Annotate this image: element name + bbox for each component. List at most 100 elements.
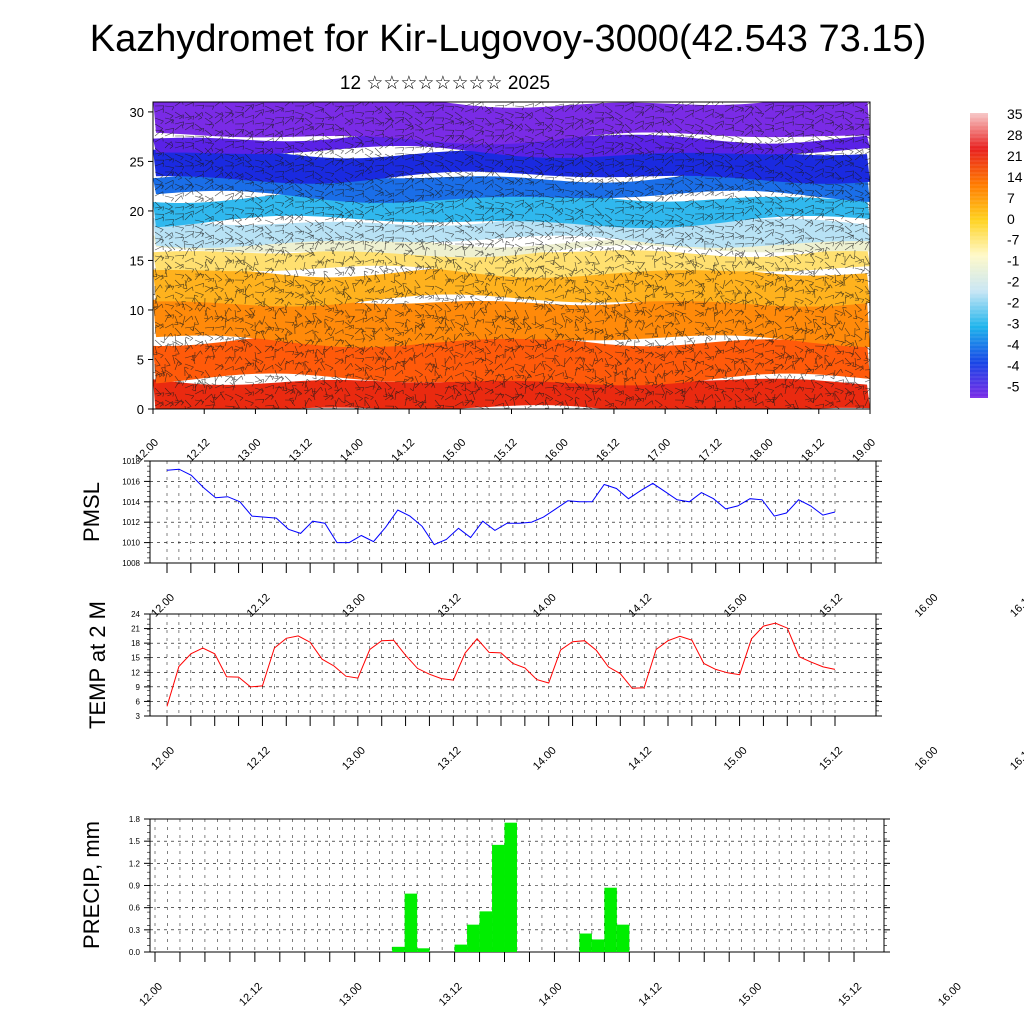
wind-barb	[324, 183, 335, 185]
wind-barb-tick	[581, 136, 584, 141]
wind-barb	[844, 126, 854, 131]
wind-barb	[384, 261, 388, 271]
wind-barb	[639, 261, 646, 270]
wind-barb-tick	[849, 254, 853, 259]
wind-barb	[224, 195, 233, 203]
wind-barb-tick	[448, 219, 453, 222]
wind-barb	[724, 135, 734, 140]
wind-barb-tick	[257, 274, 262, 277]
wind-barb	[694, 291, 704, 295]
wind-barb-tick	[830, 115, 834, 119]
wind-barb-tick	[712, 161, 714, 166]
wind-barb	[394, 273, 396, 283]
wind-barb	[634, 229, 644, 233]
wind-barb	[204, 285, 214, 290]
wind-barb	[154, 231, 163, 238]
wind-barb	[194, 208, 203, 215]
wind-barb-tick	[722, 236, 725, 241]
wind-barb-tick	[462, 285, 465, 290]
wind-barb	[314, 237, 322, 245]
wind-barb-tick	[512, 260, 515, 265]
wind-barb-tick	[191, 213, 194, 218]
wind-barb-tick	[231, 171, 234, 176]
wind-barb	[744, 130, 753, 137]
wind-barb-tick	[843, 276, 848, 279]
wind-barb	[484, 147, 492, 155]
wind-barb	[764, 106, 773, 113]
wind-barb-tick	[628, 200, 633, 204]
wind-barb-tick	[641, 107, 645, 111]
wind-barb	[264, 278, 274, 281]
wind-barb-tick	[269, 289, 274, 293]
wind-barb-tick	[599, 182, 604, 186]
wind-barb	[284, 291, 292, 299]
wind-barb-tick	[811, 196, 814, 201]
wind-barb	[864, 267, 870, 273]
wind-barb-tick	[212, 249, 215, 254]
wind-barb-tick	[359, 134, 364, 137]
wind-barb	[364, 165, 372, 173]
wind-barb	[234, 139, 244, 143]
wind-barb	[330, 247, 336, 257]
wind-barb	[524, 103, 534, 107]
wind-barb-tick	[221, 130, 224, 135]
wind-barb	[864, 116, 870, 119]
wind-barb	[724, 225, 734, 228]
wind-barb-tick	[531, 190, 535, 195]
wind-barb-tick	[509, 122, 513, 126]
wind-barb-tick	[532, 242, 535, 247]
wind-barb-tick	[392, 142, 394, 147]
wind-barb	[584, 291, 587, 301]
wind-barb-tick	[531, 268, 535, 273]
wind-barb-tick	[832, 236, 835, 241]
wind-barb	[524, 111, 533, 118]
wind-barb-tick	[582, 226, 584, 231]
wind-barb	[594, 255, 600, 264]
wind-barb	[694, 231, 703, 237]
wind-barb	[254, 147, 264, 150]
wind-barb	[334, 138, 344, 143]
wind-barb	[314, 260, 321, 269]
wind-barb	[844, 244, 853, 251]
wind-barb-tick	[779, 158, 783, 162]
wind-barb	[554, 123, 564, 129]
wind-barb	[394, 111, 404, 113]
wind-barb-tick	[758, 267, 762, 270]
wind-barb-tick	[332, 116, 335, 121]
wind-barb-tick	[241, 107, 245, 111]
wind-barb	[574, 288, 584, 293]
wind-barb-tick	[291, 237, 294, 242]
wind-barb-tick	[431, 117, 434, 122]
wind-barb-tick	[712, 139, 714, 144]
wind-barb-tick	[798, 230, 803, 234]
wind-barb-tick	[578, 291, 583, 294]
wind-barb-tick	[199, 302, 203, 306]
wind-barb-tick	[731, 279, 734, 284]
wind-barb	[264, 231, 273, 238]
wind-barb	[464, 189, 472, 197]
wind-barb	[754, 297, 759, 307]
wind-barb	[540, 266, 546, 275]
wind-barb	[614, 219, 624, 222]
wind-barb	[154, 225, 164, 230]
wind-barb-tick	[364, 270, 369, 273]
wind-barb	[684, 213, 694, 216]
wind-barb	[834, 202, 843, 209]
wind-barb-tick	[690, 259, 695, 261]
wind-barb	[254, 130, 263, 137]
wind-barb	[704, 113, 713, 119]
wind-barb	[734, 279, 744, 284]
wind-barb-tick	[837, 178, 842, 181]
wind-barb	[464, 225, 474, 229]
wind-barb	[774, 137, 784, 143]
wind-barb	[554, 284, 561, 293]
wind-barb-tick	[751, 207, 754, 212]
wind-barb	[784, 248, 794, 251]
wind-barb-tick	[791, 167, 795, 172]
wind-barb-tick	[302, 244, 304, 249]
wind-barb-tick	[739, 236, 743, 240]
wind-barb-tick	[579, 211, 584, 215]
wind-barb-tick	[339, 212, 344, 216]
wind-barb-tick	[407, 249, 412, 252]
